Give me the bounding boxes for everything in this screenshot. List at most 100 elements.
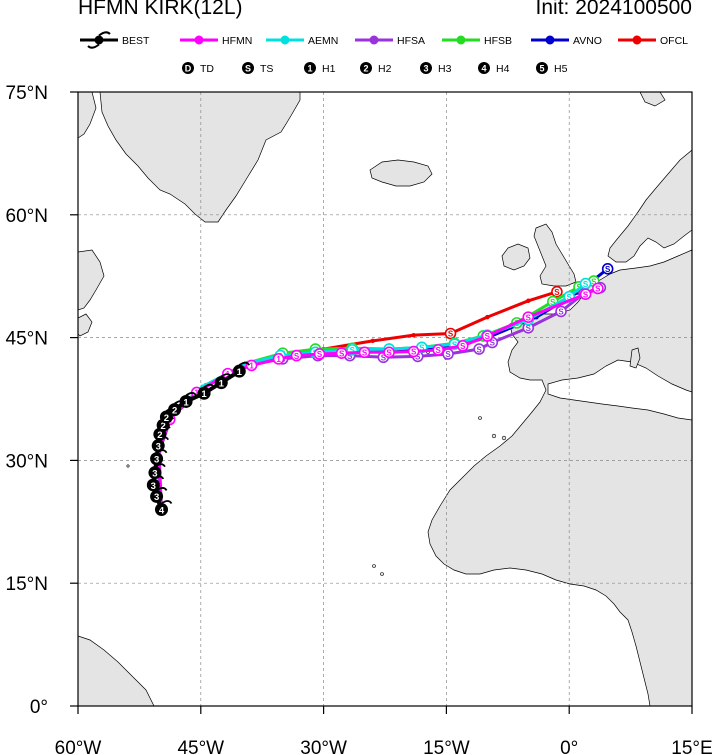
land-madeira [478,416,482,420]
forecast-intensity: S [419,344,425,353]
intensity-symbol-icon: D [182,62,194,74]
forecast-point: S [579,288,592,301]
best-track-intensity: 3 [152,468,157,479]
intensity-symbol-icon: S [242,62,254,74]
best-track-intensity: 2 [157,430,162,441]
forecast-point: S [522,311,535,323]
legend-marker-aemn [280,35,290,45]
forecast-intensity: S [460,342,466,351]
intensity-symbol-char: 2 [363,64,368,74]
lon-tick-label: 15°W [423,738,470,755]
best-track-intensity: 1 [183,397,189,408]
forecast-point: S [407,345,420,358]
best-track-intensity: 1 [237,367,243,378]
forecast-intensity: S [448,330,454,339]
land-south-america [78,635,155,706]
forecast-point: S [555,305,567,318]
best-track-point: 1 [214,373,233,389]
land-ireland [501,243,531,271]
forecast-intensity: S [550,298,556,307]
hurricane-symbol-icon [87,31,111,49]
forecast-intensity: S [317,350,323,359]
forecast-point: S [481,330,494,342]
legend-label-hfsa: HFSA [397,35,425,47]
forecast-dot [411,332,416,338]
map-frame [77,91,693,707]
intensity-label: H2 [378,63,392,75]
best-track-point: 4 [155,500,173,516]
intensity-symbol-char: 1 [307,64,312,74]
forecast-point: S [313,348,326,360]
forecast-point: S [290,349,303,362]
forecast-intensity: S [591,277,597,286]
forecast-intensity: S [452,340,458,349]
intensity-label: TD [200,63,214,75]
forecast-intensity: S [294,352,300,361]
land-great-britain [533,223,577,287]
forecast-point: S [444,327,457,340]
intensity-symbol-icon: 5 [536,62,548,74]
forecast-intensity: S [526,313,532,322]
land-greenland [99,92,301,223]
axes: 60°W 45°W 30°W 15°W 0° 15°E 0° 15°N 30°N 45°N 60°N… [6,83,713,755]
forecast-point: 1 [245,359,258,372]
forecast-intensity: S [362,349,368,358]
legend-label-best: BEST [122,35,150,47]
forecast-point: S [442,348,454,360]
land-canaries [501,435,507,441]
forecast-intensity: S [490,339,496,348]
best-track-point: 1 [232,361,251,378]
forecast-intensity: 1 [249,362,254,371]
forecast-intensity: S [485,332,491,341]
best-track-intensity: 2 [172,405,177,416]
forecast-intensity: S [595,285,601,294]
forecast-intensity: 1 [194,389,199,398]
forecast-intensity: S [415,353,421,362]
forecast-intensity: S [567,293,573,302]
lon-tick-label: 0° [560,738,578,755]
legend-label-avno: AVNO [573,35,602,47]
land-canada-north [78,92,97,139]
forecast-point: S [592,282,604,295]
forecast-dot [370,338,375,344]
lon-tick-label: 45°W [177,738,224,755]
land-iceland [369,159,433,187]
legend-label-ofcl: OFCL [660,35,688,47]
intensity-symbol-char: 3 [423,64,428,74]
best-track-intensity: 1 [219,378,225,389]
forecast-point: S [601,263,614,275]
forecast-intensity: S [350,346,356,355]
lat-tick-label: 75°N [6,83,48,104]
forecast-dot [485,314,490,320]
forecast-dot [526,298,531,303]
forecast-intensity: S [386,349,392,358]
legend-marker-hfsa [369,35,379,45]
lat-tick-label: 0° [30,697,48,718]
best-track-intensity: 4 [159,505,165,516]
legend-marker-ofcl [632,35,642,45]
intensity-symbol-icon: 2 [360,62,372,74]
init-time: Init: 2024100500 [535,0,692,19]
land-cape-verde [372,564,376,568]
land-canaries [491,433,497,439]
forecast-intensity: S [558,308,564,317]
land-bermuda [126,464,130,468]
legend-marker-hfmn [194,35,204,45]
forecast-intensity: S [583,280,589,289]
best-track-intensity: 1 [201,389,207,400]
forecast-intensity: S [605,265,611,274]
best-track-intensity: 3 [154,492,159,503]
intensity-label: H3 [438,63,452,75]
land-masses [78,92,692,706]
legend-label-hfmn: HFMN [222,35,252,47]
land-scandinavia [607,149,692,263]
legend-marker-avno [545,35,555,45]
legend-label-aemn: AEMN [308,35,338,47]
land-svalbard [639,92,666,107]
legend-marker-hfsb [456,35,466,45]
forecast-point: S [522,321,535,334]
lon-tick-label: 15°E [671,738,712,755]
forecast-point: S [456,339,469,352]
